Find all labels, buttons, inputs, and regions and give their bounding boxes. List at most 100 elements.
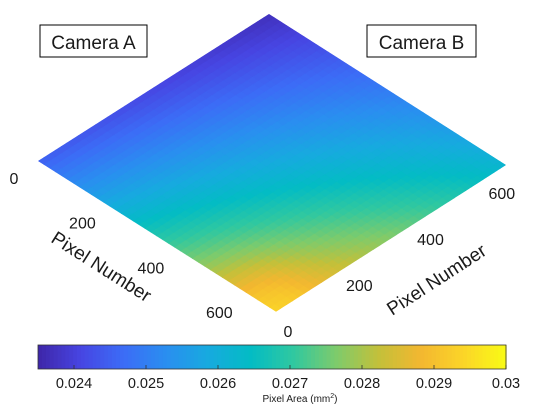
colorbar-segment <box>143 345 148 369</box>
colorbar-segment <box>303 345 308 369</box>
colorbar-segment <box>178 345 183 369</box>
colorbar-segment <box>400 345 406 369</box>
colorbar-segment <box>334 345 339 369</box>
colorbar-segment <box>201 345 207 369</box>
right-axis-label: Pixel Number <box>383 240 491 320</box>
surface-plot <box>38 14 506 313</box>
colorbar-segment <box>151 345 156 369</box>
colorbar-segment <box>209 345 215 369</box>
left-tick-label: 600 <box>206 305 233 322</box>
colorbar-segment <box>80 345 86 369</box>
colorbar-segment <box>272 345 277 369</box>
colorbar-segment <box>455 345 460 369</box>
colorbar-segment <box>236 345 242 369</box>
colorbar-segment <box>194 345 199 369</box>
colorbar-segment <box>381 345 386 369</box>
colorbar-segment <box>416 345 421 369</box>
colorbar-segment <box>174 345 179 369</box>
colorbar-label: Pixel Area (mm2) <box>262 393 337 405</box>
right-tick-label: 400 <box>417 232 444 249</box>
colorbar-segment <box>408 345 413 369</box>
colorbar-segment <box>467 345 472 369</box>
colorbar-segment <box>353 345 359 369</box>
colorbar-segment <box>357 345 363 369</box>
colorbar-segment <box>338 345 343 369</box>
colorbar-segment <box>424 345 429 369</box>
colorbar-segment <box>119 345 125 369</box>
colorbar-segment <box>470 345 476 369</box>
colorbar-segment <box>57 345 62 369</box>
colorbar-segment <box>213 345 218 369</box>
colorbar-segment <box>162 345 168 369</box>
colorbar-segment <box>186 345 191 369</box>
colorbar-frame <box>37 344 507 370</box>
colorbar-segment <box>396 345 402 369</box>
colorbar-segment <box>155 345 160 369</box>
colorbar-segment <box>420 345 425 369</box>
colorbar-segment <box>295 345 300 369</box>
colorbar-segment <box>498 345 503 369</box>
colorbar-segment <box>205 345 211 369</box>
colorbar-segment <box>291 345 296 369</box>
colorbar-segment <box>45 345 51 369</box>
colorbar-segment <box>502 345 507 369</box>
colorbar-segment <box>256 345 261 369</box>
colorbar-segment <box>463 345 468 369</box>
colorbar-segment <box>252 345 257 369</box>
colorbar-segment <box>100 345 105 369</box>
colorbar-segment <box>404 345 410 369</box>
colorbar-segment <box>170 345 176 369</box>
colorbar-segment <box>233 345 238 369</box>
colorbar-segment <box>435 345 441 369</box>
colorbar-segment <box>244 345 250 369</box>
colorbar-tick-label: 0.029 <box>416 376 452 392</box>
left-tick-label: 400 <box>138 260 165 277</box>
colorbar-segment <box>221 345 226 369</box>
colorbar-segment <box>482 345 488 369</box>
colorbar-segment <box>217 345 222 369</box>
camera-a-label: Camera A <box>51 33 136 54</box>
colorbar-tick-label: 0.03 <box>492 376 520 392</box>
left-tick-label: 200 <box>69 216 96 233</box>
colorbar-segment <box>377 345 382 369</box>
colorbar-segment <box>49 345 55 369</box>
colorbar-segment <box>287 345 293 369</box>
colorbar-segment <box>69 345 74 369</box>
colorbar-segment <box>346 345 351 369</box>
colorbar-segment <box>139 345 144 369</box>
colorbar-tick-label: 0.027 <box>272 376 308 392</box>
colorbar-segment <box>147 345 152 369</box>
colorbar-segment <box>342 345 347 369</box>
colorbar-segment <box>229 345 234 369</box>
colorbar <box>37 344 507 370</box>
colorbar-tick-label: 0.028 <box>344 376 380 392</box>
right-tick-label: 0 <box>284 324 293 341</box>
colorbar-segment <box>38 345 43 369</box>
colorbar-segment <box>365 345 371 369</box>
colorbar-segment <box>268 345 273 369</box>
colorbar-segment <box>104 345 109 369</box>
colorbar-segment <box>474 345 480 369</box>
right-tick-label: 200 <box>346 278 373 295</box>
camera-b-annotation: Camera B <box>366 24 477 58</box>
colorbar-ticks: 0.024 0.025 0.026 0.027 0.028 0.029 0.03 <box>56 365 520 392</box>
colorbar-segment <box>326 345 332 369</box>
colorbar-segment <box>350 345 355 369</box>
colorbar-segment <box>197 345 203 369</box>
colorbar-segment <box>127 345 133 369</box>
colorbar-segment <box>61 345 66 369</box>
colorbar-label-close: ) <box>334 394 337 405</box>
colorbar-tick-label: 0.024 <box>56 376 92 392</box>
colorbar-segment <box>486 345 491 369</box>
right-tick-label: 600 <box>488 186 515 203</box>
colorbar-segment <box>369 345 374 369</box>
colorbar-segment <box>92 345 98 369</box>
colorbar-segment <box>283 345 289 369</box>
colorbar-label-main: Pixel Area (mm <box>262 394 330 405</box>
colorbar-segment <box>65 345 70 369</box>
colorbar-segment <box>431 345 437 369</box>
colorbar-segment <box>389 345 394 369</box>
colorbar-segment <box>260 345 265 369</box>
colorbar-segment <box>361 345 367 369</box>
